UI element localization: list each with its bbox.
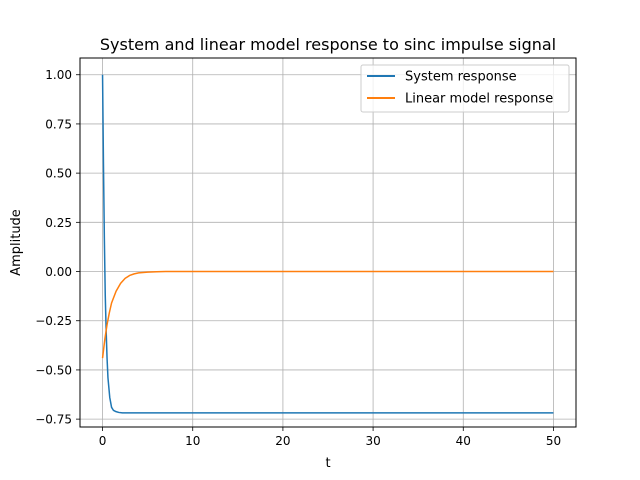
y-axis-label: Amplitude xyxy=(9,209,24,276)
legend-box xyxy=(360,64,570,113)
x-tick-label: 30 xyxy=(365,434,380,448)
x-tick-label: 40 xyxy=(456,434,471,448)
series-line-1 xyxy=(101,74,554,414)
chart-title: System and linear model response to sinc… xyxy=(100,35,556,54)
x-tick-label: 0 xyxy=(99,434,107,448)
y-tick-label: 0.75 xyxy=(45,117,72,131)
legend-label-1: System response xyxy=(405,70,517,85)
y-tick-label: −0.50 xyxy=(35,363,72,377)
x-tick-label: 50 xyxy=(546,434,561,448)
x-tick-label: 10 xyxy=(185,434,200,448)
legend: System response Linear model response xyxy=(360,64,570,113)
y-tick-label: 0.50 xyxy=(45,167,72,181)
legend-label-2: Linear model response xyxy=(405,92,553,107)
axis-ticks: 0 10 20 30 40 50 1.00 0.75 0.50 0.25 0.00 −0.25 −0.5… xyxy=(35,68,561,448)
y-tick-label: 0.00 xyxy=(45,265,72,279)
plot-area-frame xyxy=(79,57,577,428)
x-tick-label: 20 xyxy=(275,434,290,448)
series-lines xyxy=(101,74,554,414)
y-tick-label: −0.25 xyxy=(35,314,72,328)
y-tick-label: −0.75 xyxy=(35,413,72,427)
x-axis-label: t xyxy=(325,456,330,471)
y-tick-label: 0.25 xyxy=(45,216,72,230)
y-tick-label: 1.00 xyxy=(45,68,72,82)
series-line-2 xyxy=(101,270,554,359)
